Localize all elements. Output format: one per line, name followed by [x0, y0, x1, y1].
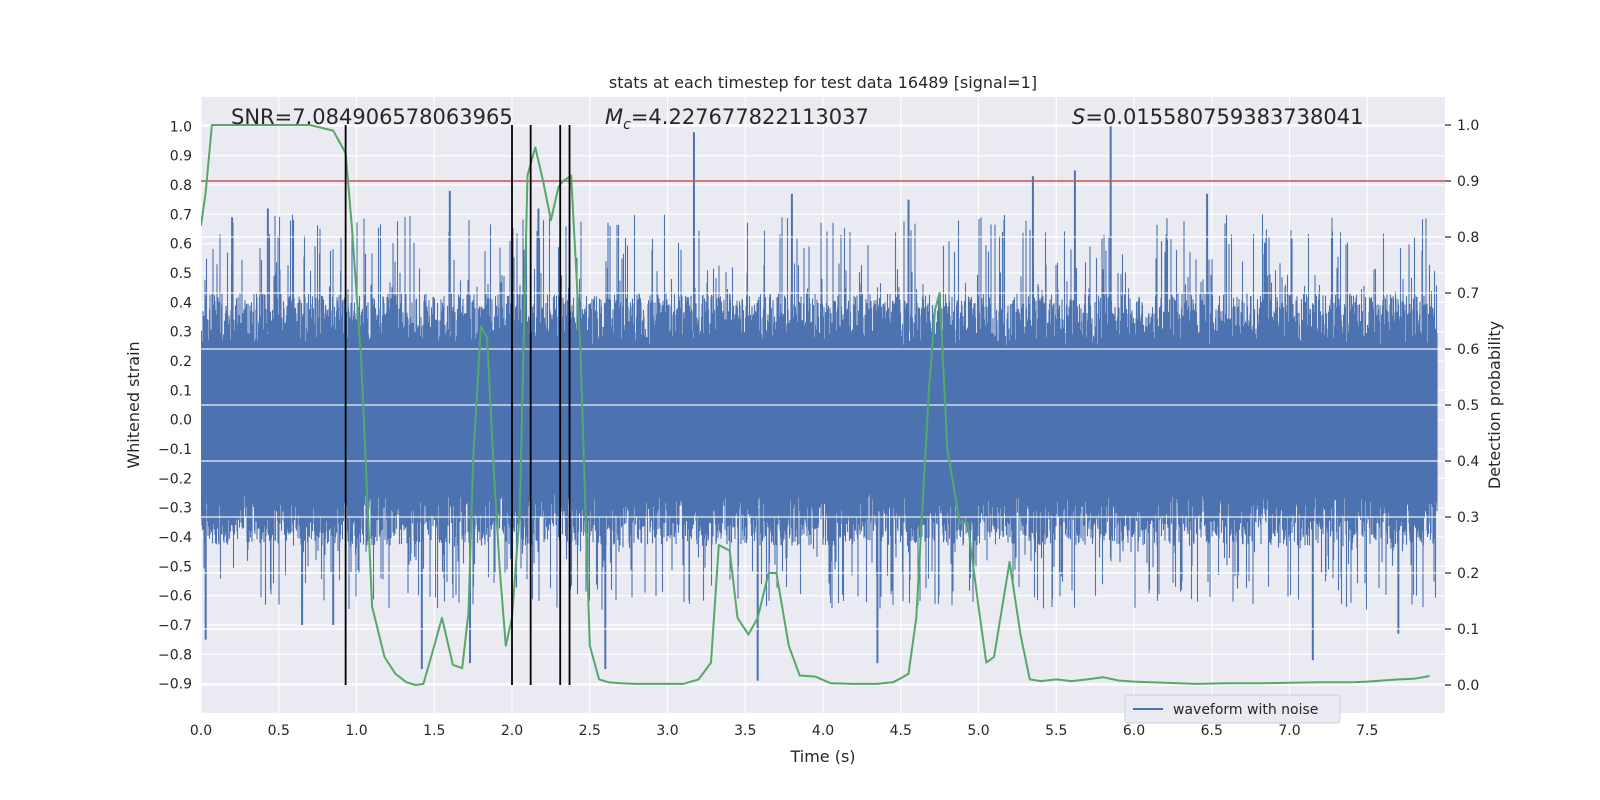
x-tick-label: 6.0: [1123, 723, 1145, 739]
x-tick-label: 0.5: [268, 723, 290, 739]
x-tick-label: 3.5: [734, 723, 756, 739]
right-y-tick-label: 0.6: [1457, 342, 1479, 358]
left-y-tick-label: 0.5: [170, 266, 192, 282]
left-y-tick-label: −0.3: [158, 501, 192, 517]
x-tick-label: 7.0: [1278, 723, 1300, 739]
y-axis-right-title: Detection probability: [1485, 321, 1504, 489]
detection-probability-line: [201, 124, 1430, 686]
x-tick-label: 4.5: [890, 723, 912, 739]
probability-line-layer: [201, 124, 1430, 686]
x-tick-label: 1.5: [423, 723, 445, 739]
left-y-tick-label: 0.2: [170, 354, 192, 370]
x-tick-label: 0.0: [190, 723, 212, 739]
left-y-tick-label: −0.9: [158, 677, 192, 693]
chirp-mass-subscript: c: [623, 117, 631, 133]
left-y-tick-label: 0.4: [170, 295, 192, 311]
s-value: =0.015580759383738041: [1085, 105, 1363, 129]
left-y-tick-label: 0.9: [170, 149, 192, 165]
left-y-tick-label: 0.6: [170, 237, 192, 253]
left-y-tick-label: −0.2: [158, 471, 192, 487]
right-y-tick-label: 0.9: [1457, 174, 1479, 190]
left-y-tick-label: 1.0: [170, 119, 192, 135]
right-y-tick-label: 0.3: [1457, 510, 1479, 526]
left-y-tick-label: −0.5: [158, 559, 192, 575]
left-y-tick-label: −0.1: [158, 442, 192, 458]
s-annotation: S=0.015580759383738041: [1072, 105, 1363, 129]
left-y-tick-label: −0.7: [158, 618, 192, 634]
legend-label-waveform: waveform with noise: [1173, 702, 1318, 718]
s-symbol: S: [1072, 105, 1085, 129]
x-tick-label: 6.5: [1201, 723, 1223, 739]
x-tick-label: 1.0: [345, 723, 367, 739]
left-y-tick-label: −0.8: [158, 647, 192, 663]
left-y-tick-labels: −0.9 −0.8 −0.7 −0.6 −0.5 −0.4 −0.3 −0.2 −0.1 0.0 0…: [158, 119, 192, 692]
x-tick-label: 4.0: [812, 723, 834, 739]
y-axis-left-title: Whitened strain: [124, 341, 143, 468]
left-y-tick-label: 0.7: [170, 207, 192, 223]
x-tick-label: 2.5: [579, 723, 601, 739]
x-tick-label: 5.5: [1045, 723, 1067, 739]
left-y-tick-label: 0.1: [170, 383, 192, 399]
right-y-tick-labels: 0.0 0.1 0.2 0.3 0.4 0.5 0.6 0.7 0.8 0.9 1.0: [1457, 118, 1479, 694]
right-y-tick-label: 0.5: [1457, 398, 1479, 414]
left-y-tick-label: 0.8: [170, 178, 192, 194]
right-y-tick-label: 1.0: [1457, 118, 1479, 134]
chirp-mass-value: =4.227677822113037: [631, 105, 869, 129]
waveform-core: [202, 346, 1436, 493]
right-y-tick-label: 0.8: [1457, 230, 1479, 246]
right-y-tick-label: 0.4: [1457, 454, 1479, 470]
x-axis-title: Time (s): [789, 747, 855, 766]
left-y-tick-label: 0.3: [170, 325, 192, 341]
x-tick-label: 2.0: [501, 723, 523, 739]
chart-title: stats at each timestep for test data 164…: [609, 73, 1037, 92]
legend-box: [1124, 694, 1341, 724]
left-y-tick-label: −0.6: [158, 589, 192, 605]
right-y-tick-label: 0.1: [1457, 622, 1479, 638]
right-y-tick-label: 0.2: [1457, 566, 1479, 582]
left-y-tick-label: −0.4: [158, 530, 192, 546]
x-tick-labels: 0.0 0.5 1.0 1.5 2.0 2.5 3.0 3.5 4.0 4.5 5.0 5.5 6.0 6…: [190, 723, 1379, 739]
chirp-mass-symbol: M: [605, 105, 623, 129]
legend: waveform with noise: [1124, 694, 1341, 724]
noise-band-layer: [201, 124, 1445, 686]
x-tick-label: 5.0: [967, 723, 989, 739]
chirp-mass-annotation: Mc=4.227677822113037: [605, 105, 869, 133]
x-tick-label: 7.5: [1356, 723, 1378, 739]
right-y-tick-label: 0.0: [1457, 678, 1479, 694]
right-y-tick-label: 0.7: [1457, 286, 1479, 302]
x-tick-label: 3.0: [656, 723, 678, 739]
left-y-tick-label: 0.0: [170, 413, 192, 429]
snr-annotation: SNR=7.084906578063965: [231, 105, 513, 129]
marker-lines-layer: [344, 125, 571, 685]
